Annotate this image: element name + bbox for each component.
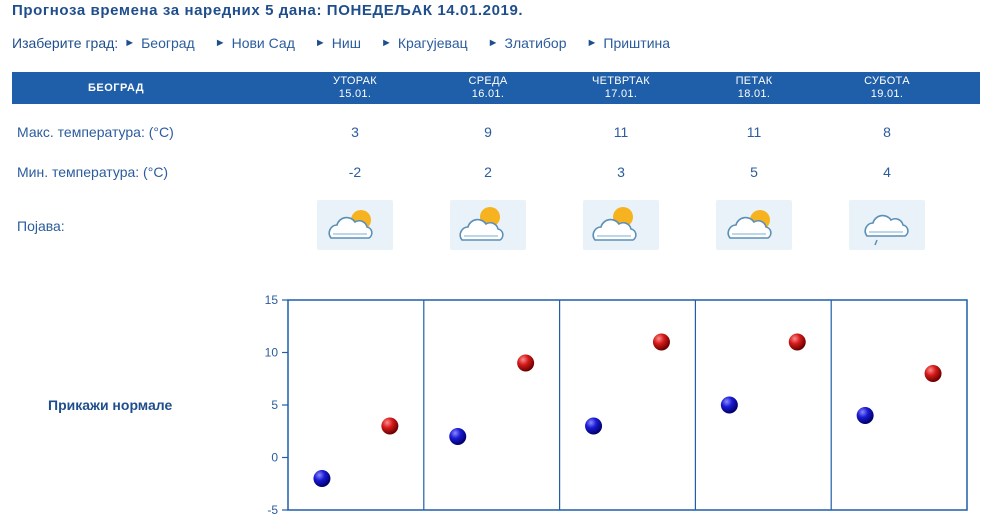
day-header: СРЕДА 16.01. [443, 75, 533, 101]
day-header: ЧЕТВРТАК 17.01. [576, 75, 666, 101]
y-tick-label: -5 [267, 503, 278, 517]
day-name: СУБОТА [864, 75, 910, 87]
arrow-right-icon: ► [380, 37, 392, 49]
max-temp-dot [517, 354, 535, 372]
city-link-label: Ниш [331, 35, 361, 51]
arrow-right-icon: ► [586, 37, 598, 49]
day-header: СУБОТА 19.01. [842, 75, 932, 101]
y-tick-label: 10 [265, 346, 279, 360]
min-temp-dot [313, 470, 331, 487]
max-temp-value: 8 [883, 124, 891, 140]
max-temp-value: 3 [351, 124, 359, 140]
y-tick-label: 15 [265, 293, 279, 307]
phenomenon-label: Појава: [17, 218, 65, 234]
city-link-pristina[interactable]: ► Приштина [586, 35, 670, 51]
max-temp-value: 11 [613, 124, 629, 140]
city-link-label: Приштина [603, 35, 671, 51]
day-date: 16.01. [471, 88, 505, 100]
city-link-nis[interactable]: ► Ниш [315, 35, 361, 51]
day-header: ПЕТАК 18.01. [709, 75, 799, 101]
sun-behind-cloud-icon [317, 200, 393, 250]
cloud-light-rain-icon [849, 200, 925, 250]
day-name: ПЕТАК [735, 75, 773, 87]
day-name: ЧЕТВРТАК [591, 75, 651, 87]
day-name: УТОРАК [333, 75, 377, 87]
y-tick-label: 5 [271, 398, 278, 412]
temperature-chart-svg: 15 10 5 0 -5 [265, 293, 968, 517]
arrow-right-icon: ► [487, 37, 499, 49]
day-date: 18.01. [737, 88, 771, 100]
city-link-kragujevac[interactable]: ► Крагујевац [381, 35, 468, 51]
plot-frame [287, 299, 968, 511]
city-link-novi-sad[interactable]: ► Нови Сад [215, 35, 295, 51]
selected-city-label: БЕОГРАД [88, 82, 145, 94]
city-link-beograd[interactable]: ► Београд [124, 35, 195, 51]
forecast-header-bar: БЕОГРАД УТОРАК 15.01. СРЕДА 16.01. ЧЕТВРТА… [12, 72, 980, 104]
y-tick-label: 0 [271, 451, 278, 465]
day-header: УТОРАК 15.01. [310, 75, 400, 101]
max-temp-value: 11 [746, 124, 762, 140]
sun-behind-cloud-icon [583, 200, 659, 250]
city-link-label: Нови Сад [231, 35, 295, 51]
city-link-zlatibor[interactable]: ► Златибор [488, 35, 567, 51]
max-temp-dot [924, 365, 942, 382]
temperature-chart: 15 10 5 0 -5 [250, 292, 970, 529]
min-temp-dot [856, 407, 874, 424]
min-temp-value: 4 [883, 164, 891, 180]
day-date: 15.01. [338, 88, 372, 100]
min-temp-value: 3 [617, 164, 625, 180]
min-temp-dot [585, 417, 603, 435]
min-temp-label: Мин. температура: (°C) [17, 164, 169, 180]
city-selector: Изаберите град: ► Београд ► Нови Сад ► Ниш … [12, 35, 690, 51]
max-temp-label: Макс. температура: (°C) [17, 124, 174, 140]
city-link-label: Крагујевац [397, 35, 468, 51]
arrow-right-icon: ► [314, 37, 326, 49]
min-temp-dot [449, 428, 467, 445]
max-temp-value: 9 [484, 124, 492, 140]
city-link-label: Београд [141, 35, 195, 51]
day-date: 17.01. [604, 88, 638, 100]
day-date: 19.01. [870, 88, 904, 100]
show-normals-link[interactable]: Прикажи нормале [48, 397, 173, 413]
max-temp-dot [788, 333, 806, 351]
day-name: СРЕДА [468, 75, 508, 87]
arrow-right-icon: ► [124, 37, 136, 49]
min-temp-value: 2 [484, 164, 492, 180]
min-temp-value: -2 [348, 164, 362, 180]
city-link-label: Златибор [504, 35, 567, 51]
max-temp-dot [652, 333, 670, 351]
arrow-right-icon: ► [214, 37, 226, 49]
sun-behind-cloud-icon [716, 200, 792, 250]
page-title: Прогноза времена за наредних 5 дана: ПОН… [12, 2, 524, 19]
min-temp-value: 5 [750, 164, 758, 180]
sun-behind-cloud-icon [450, 200, 526, 250]
city-selector-label: Изаберите град: [12, 35, 119, 51]
min-temp-dot [720, 396, 738, 414]
max-temp-dot [381, 417, 399, 435]
